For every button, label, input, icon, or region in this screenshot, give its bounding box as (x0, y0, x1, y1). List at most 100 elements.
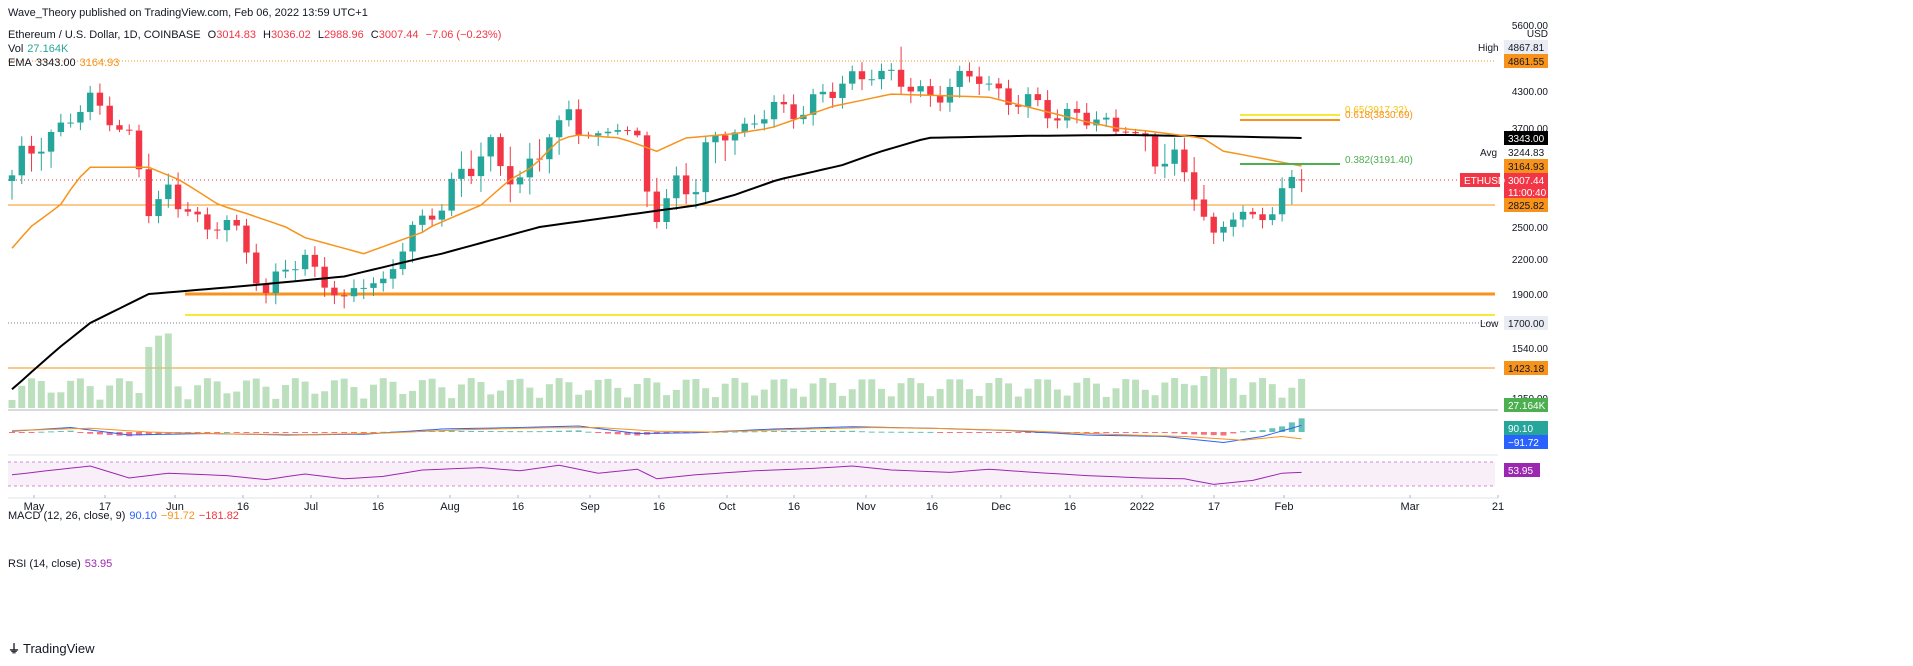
candle-body (477, 156, 485, 177)
time-tick-label: 16 (653, 501, 665, 513)
candle-body (516, 177, 524, 185)
symbol-legend[interactable]: Ethereum / U.S. Dollar, 1D, COINBASE O30… (8, 29, 505, 41)
volume-bar (1014, 396, 1022, 408)
candle-body (976, 76, 983, 84)
volume-bar (1044, 379, 1052, 408)
candle-body (380, 278, 387, 284)
ema-slow-tag: 3343.00 (1508, 134, 1545, 145)
macd-histogram-bar (565, 430, 572, 432)
macd-histogram-bar (546, 430, 553, 432)
macd-histogram-bar (966, 432, 973, 433)
candle-body (868, 79, 875, 81)
candle-body (546, 137, 553, 160)
volume-legend[interactable]: Vol 27.164K (8, 43, 72, 55)
candle-body (956, 70, 963, 87)
macd-histogram-bar (741, 431, 748, 433)
candle-body (565, 109, 573, 121)
volume-bar (702, 388, 710, 408)
volume-bar (946, 379, 954, 408)
volume-bar (516, 378, 524, 408)
price-axis[interactable]: 5600.00 4300.00 3700.00 2500.00 2200.00 1900.… (1460, 21, 1548, 477)
macd-legend[interactable]: MACD (12, 26, close, 9) 90.10 −91.72 −181.8… (8, 510, 243, 522)
volume-bar (1180, 383, 1188, 408)
volume-bar (1151, 395, 1159, 408)
candle-body (722, 135, 729, 141)
candle-body (839, 83, 846, 99)
candle-body (770, 101, 778, 120)
candle-body (507, 166, 514, 185)
volume-bar (115, 378, 123, 408)
ema-legend[interactable]: EMA 3343.00 3164.93 (8, 57, 123, 69)
candle-body (1210, 216, 1217, 233)
macd-histogram-bar (1093, 432, 1100, 434)
candle-body (741, 123, 748, 133)
macd-histogram-bar (438, 430, 445, 432)
volume-bar (633, 383, 641, 408)
volume-bar (47, 392, 55, 408)
candle-body (28, 145, 35, 154)
avg-price-tag-bg (1504, 145, 1548, 159)
time-axis[interactable]: May 17 Jun 16 Jul 16 Aug 16 Sep 16 Oct 16 Nov 16 Dec 16… (24, 495, 1505, 513)
symbol-tag-bg (1460, 173, 1500, 187)
tradingview-logo[interactable]: ⏚ TradingView (8, 640, 95, 657)
macd-histogram-bar (858, 431, 865, 433)
ema-fast-tag-bg (1504, 159, 1548, 173)
candle-body (370, 283, 377, 288)
candle-body (614, 130, 621, 132)
volume-bar (389, 381, 397, 408)
rsi-legend[interactable]: RSI (14, close) 53.95 (8, 558, 116, 570)
volume-bar (262, 386, 270, 408)
candle-body (1024, 94, 1032, 107)
macd-histogram-bar (48, 431, 55, 433)
macd-histogram-bar (87, 432, 94, 434)
candle-body (946, 86, 954, 103)
macd-histogram-bar (1015, 432, 1022, 433)
volume-bar (1239, 394, 1247, 408)
candle-body (184, 209, 192, 212)
time-tick-label: May (24, 501, 45, 513)
time-tick-label: Jul (304, 501, 318, 513)
macd-histogram-bar (1269, 428, 1276, 432)
time-tick-label: Feb (1275, 501, 1294, 513)
rsi-pane (11, 464, 1302, 485)
time-tick-label: Nov (856, 501, 876, 513)
avg-price-tag: 3244.83 (1508, 148, 1545, 159)
last-price-tag: 3007.44 (1508, 176, 1545, 187)
time-tick-label: 16 (237, 501, 249, 513)
volume-bar (897, 383, 905, 408)
rsi-label: RSI (14, close) (8, 558, 81, 570)
macd-histogram-bar (907, 431, 914, 433)
macd-tag-bg (1504, 421, 1548, 435)
candle-body (126, 129, 133, 131)
ema-slow-value: 3343.00 (35, 57, 76, 69)
volume-bar (223, 393, 231, 408)
macd-histogram-bar (878, 431, 885, 433)
macd-histogram-bar (468, 430, 475, 432)
macd-histogram-bar (38, 431, 45, 433)
macd-histogram-bar (585, 431, 592, 433)
candle-body (292, 269, 299, 271)
macd-histogram-bar (77, 432, 84, 433)
volume-bar (848, 389, 856, 408)
candle-body (858, 71, 866, 80)
candle-body (888, 69, 895, 71)
volume-bar (311, 393, 319, 408)
volume-bar (125, 381, 133, 408)
macd-histogram-bar (1220, 432, 1227, 436)
volume-bar (497, 390, 504, 408)
volume-bar (96, 399, 104, 408)
macd-histogram-bar (956, 432, 963, 433)
candle-body (575, 109, 582, 135)
macd-histogram-bar (1005, 432, 1012, 433)
macd-histogram-bar (790, 431, 797, 433)
candle-body (634, 130, 641, 136)
candle-body (1298, 179, 1305, 181)
time-tick-label: Oct (718, 501, 735, 513)
macd-hist-value: −181.82 (198, 510, 239, 522)
candle-body (936, 95, 944, 103)
macd-histogram-bar (487, 431, 494, 433)
volume-bar (594, 379, 602, 408)
time-tick-label: 16 (1064, 501, 1076, 513)
candle-body (262, 283, 270, 294)
